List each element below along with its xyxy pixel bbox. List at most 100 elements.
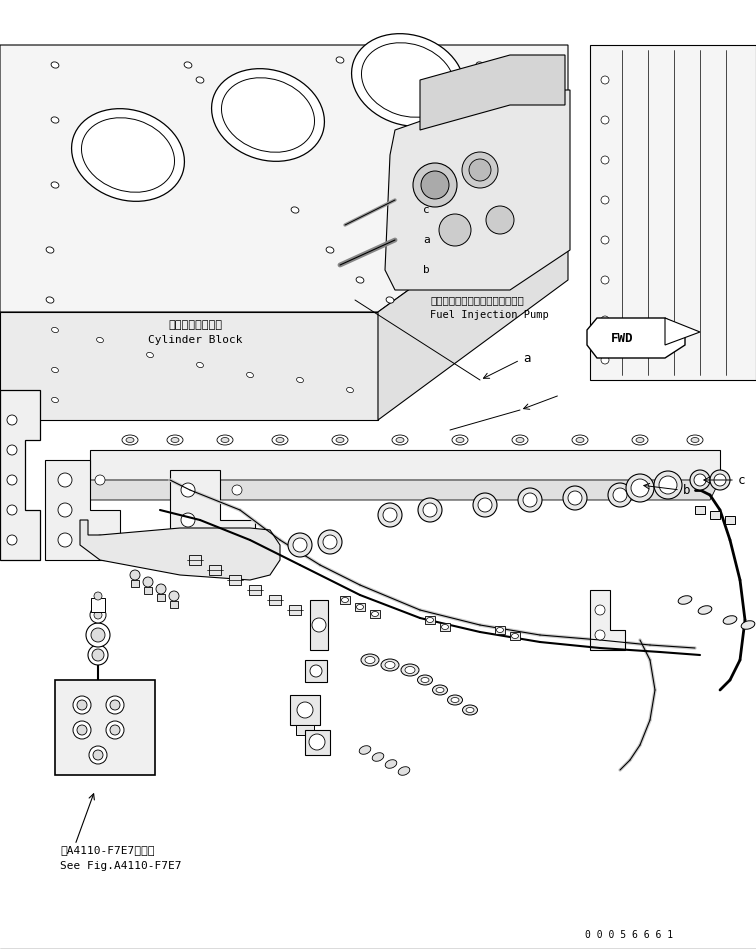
Polygon shape	[0, 45, 568, 312]
Circle shape	[626, 474, 654, 502]
Bar	[170, 601, 178, 608]
Circle shape	[7, 475, 17, 485]
Ellipse shape	[276, 437, 284, 442]
Ellipse shape	[361, 43, 454, 118]
Ellipse shape	[357, 605, 364, 609]
Bar	[209, 565, 221, 575]
Ellipse shape	[432, 685, 448, 695]
Circle shape	[601, 116, 609, 124]
Circle shape	[88, 645, 108, 665]
Circle shape	[93, 750, 103, 760]
Ellipse shape	[122, 435, 138, 445]
Circle shape	[7, 445, 17, 455]
Circle shape	[106, 721, 124, 739]
Circle shape	[90, 607, 106, 623]
Ellipse shape	[51, 62, 59, 68]
Circle shape	[95, 475, 105, 485]
Circle shape	[143, 577, 153, 587]
Ellipse shape	[396, 437, 404, 442]
Ellipse shape	[336, 437, 344, 442]
Circle shape	[714, 474, 726, 486]
Circle shape	[7, 415, 17, 425]
Polygon shape	[170, 470, 255, 570]
Ellipse shape	[516, 437, 524, 442]
Ellipse shape	[359, 746, 370, 754]
Circle shape	[469, 159, 491, 181]
Polygon shape	[385, 90, 570, 290]
Bar	[355, 603, 365, 611]
Circle shape	[473, 493, 497, 517]
Polygon shape	[587, 318, 685, 358]
Bar	[340, 596, 350, 604]
Ellipse shape	[741, 621, 754, 629]
Ellipse shape	[51, 117, 59, 123]
Ellipse shape	[456, 437, 464, 442]
Circle shape	[418, 498, 442, 522]
Ellipse shape	[698, 605, 712, 614]
Circle shape	[518, 488, 542, 512]
Bar	[131, 580, 139, 587]
Circle shape	[288, 533, 312, 557]
Circle shape	[58, 533, 72, 547]
Circle shape	[130, 570, 140, 580]
Circle shape	[58, 503, 72, 517]
Text: b: b	[683, 483, 690, 496]
Ellipse shape	[326, 247, 334, 253]
Text: See Fig.A4110-F7E7: See Fig.A4110-F7E7	[60, 861, 181, 871]
Text: Cylinder Block: Cylinder Block	[147, 335, 242, 345]
Ellipse shape	[184, 62, 192, 68]
Bar	[310, 600, 328, 650]
Circle shape	[94, 611, 102, 619]
Circle shape	[694, 474, 706, 486]
Bar	[370, 610, 380, 618]
Circle shape	[710, 470, 730, 490]
Ellipse shape	[147, 352, 153, 358]
Circle shape	[601, 236, 609, 244]
Ellipse shape	[336, 57, 344, 64]
Ellipse shape	[126, 437, 134, 442]
Ellipse shape	[466, 708, 474, 713]
Circle shape	[293, 538, 307, 552]
Text: Fuel Injection Pump: Fuel Injection Pump	[430, 310, 549, 320]
Ellipse shape	[46, 297, 54, 303]
Polygon shape	[80, 480, 720, 500]
Ellipse shape	[221, 437, 229, 442]
Circle shape	[413, 163, 457, 207]
Ellipse shape	[576, 437, 584, 442]
Circle shape	[378, 503, 402, 527]
Bar	[229, 575, 241, 585]
Circle shape	[601, 316, 609, 324]
Ellipse shape	[381, 659, 399, 671]
Circle shape	[77, 725, 87, 735]
Circle shape	[312, 618, 326, 632]
Ellipse shape	[476, 62, 484, 68]
Ellipse shape	[371, 611, 379, 617]
Ellipse shape	[632, 435, 648, 445]
Bar	[725, 516, 735, 524]
Ellipse shape	[361, 654, 379, 666]
Ellipse shape	[516, 77, 524, 84]
Ellipse shape	[296, 378, 303, 382]
Circle shape	[297, 702, 313, 718]
Text: b: b	[423, 265, 430, 275]
Text: c: c	[423, 205, 430, 215]
Ellipse shape	[272, 435, 288, 445]
Polygon shape	[590, 45, 756, 380]
Ellipse shape	[687, 435, 703, 445]
Bar	[440, 623, 450, 631]
Ellipse shape	[512, 634, 519, 639]
Ellipse shape	[398, 767, 410, 775]
Circle shape	[462, 152, 498, 188]
Circle shape	[568, 491, 582, 505]
Ellipse shape	[372, 753, 384, 761]
Polygon shape	[378, 175, 568, 420]
Ellipse shape	[463, 705, 478, 715]
Circle shape	[95, 535, 105, 545]
Circle shape	[89, 746, 107, 764]
Circle shape	[613, 488, 627, 502]
Circle shape	[601, 196, 609, 204]
Ellipse shape	[46, 247, 54, 253]
Circle shape	[310, 665, 322, 677]
Circle shape	[181, 513, 195, 527]
Bar	[305, 660, 327, 682]
